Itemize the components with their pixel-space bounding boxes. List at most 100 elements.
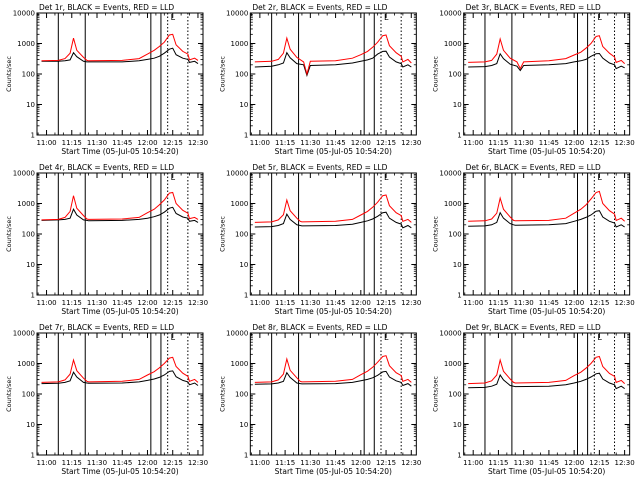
x-axis-label: Start Time (05-Jul-05 10:54:20) (275, 307, 392, 316)
corner-glyph: L (384, 13, 389, 22)
x-tick-label: 12:15 (163, 139, 183, 147)
series-line-events (41, 47, 199, 65)
y-axis-label: Counts/sec (5, 376, 13, 412)
chart-title: Det 6r, BLACK = Events, RED = LLD (466, 163, 601, 172)
x-tick-label: 12:15 (376, 139, 396, 147)
x-tick-label: 11:45 (112, 139, 132, 147)
x-axis-label: Start Time (05-Jul-05 10:54:20) (61, 147, 178, 156)
x-tick-label: 11:15 (62, 459, 82, 467)
x-tick-label: 11:45 (112, 299, 132, 307)
y-tick-label: 1 (457, 292, 461, 300)
series-line-events (254, 50, 412, 78)
x-tick-label: 12:15 (163, 299, 183, 307)
y-tick-label: 100 (22, 71, 35, 79)
x-axis-label: Start Time (05-Jul-05 10:54:20) (61, 307, 178, 316)
y-axis-label: Counts/sec (5, 216, 13, 252)
series-line-events (468, 52, 625, 72)
corner-glyph: L (384, 173, 389, 182)
plot-frame (463, 12, 631, 136)
x-tick-label: 11:30 (87, 299, 107, 307)
y-tick-label: 100 (22, 231, 35, 239)
y-tick-label: 1000 (231, 40, 249, 48)
series-line-lld (254, 194, 412, 223)
x-tick-label: 12:00 (137, 299, 157, 307)
x-tick-label: 11:00 (36, 299, 56, 307)
x-tick-label: 12:30 (615, 299, 635, 307)
series-line-events (468, 210, 625, 228)
x-tick-label: 11:00 (463, 299, 483, 307)
y-tick-label: 100 (448, 391, 461, 399)
x-tick-label: 11:00 (36, 139, 56, 147)
chart-panel-1: Det 1r, BLACK = Events, RED = LLD 1 10 100 1… (5, 3, 208, 156)
x-tick-label: 11:30 (514, 139, 534, 147)
y-tick-label: 10 (239, 421, 248, 429)
x-tick-label: 12:00 (137, 139, 157, 147)
y-tick-label: 1 (457, 452, 461, 460)
x-tick-label: 11:15 (488, 459, 508, 467)
y-axis-label: Counts/sec (218, 56, 226, 92)
plot-frame (249, 332, 417, 456)
corner-glyph: L (597, 173, 602, 182)
x-tick-label: 12:00 (351, 139, 371, 147)
series-line-lld (254, 34, 412, 76)
y-tick-label: 10 (239, 261, 248, 269)
corner-glyph: L (171, 13, 176, 22)
y-tick-label: 100 (448, 231, 461, 239)
x-tick-label: 11:00 (250, 459, 270, 467)
x-tick-label: 12:30 (188, 459, 208, 467)
x-tick-label: 11:00 (463, 139, 483, 147)
chart-panel-3: Det 3r, BLACK = Events, RED = LLD 1 10 100 1… (432, 3, 635, 156)
x-tick-label: 11:00 (36, 459, 56, 467)
plot-frame (463, 172, 631, 296)
x-tick-label: 11:30 (514, 459, 534, 467)
chart-panel-2: Det 2r, BLACK = Events, RED = LLD 1 10 100 1… (218, 3, 421, 156)
corner-glyph: L (597, 333, 602, 342)
y-tick-label: 1 (31, 132, 35, 140)
x-tick-label: 12:00 (351, 459, 371, 467)
x-axis-label: Start Time (05-Jul-05 10:54:20) (275, 147, 392, 156)
x-tick-label: 11:30 (87, 139, 107, 147)
series-line-lld (468, 355, 626, 385)
y-tick-label: 1000 (17, 200, 35, 208)
chart-panel-9: Det 9r, BLACK = Events, RED = LLD 1 10 100 1… (432, 323, 635, 476)
chart-title: Det 4r, BLACK = Events, RED = LLD (39, 163, 174, 172)
x-tick-label: 11:45 (325, 139, 345, 147)
chart-title: Det 7r, BLACK = Events, RED = LLD (39, 323, 174, 332)
x-tick-label: 11:15 (275, 459, 295, 467)
x-tick-label: 11:15 (275, 299, 295, 307)
x-tick-label: 12:30 (615, 459, 635, 467)
y-tick-label: 100 (235, 71, 248, 79)
x-tick-label: 11:45 (539, 459, 559, 467)
x-tick-label: 12:30 (401, 299, 421, 307)
chart-panel-4: Det 4r, BLACK = Events, RED = LLD 1 10 100 1… (5, 163, 208, 316)
x-tick-label: 11:30 (300, 459, 320, 467)
y-tick-label: 1000 (444, 360, 462, 368)
corner-glyph: L (384, 333, 389, 342)
x-tick-label: 12:15 (589, 459, 609, 467)
series-line-lld (254, 355, 412, 383)
chart-title: Det 2r, BLACK = Events, RED = LLD (252, 3, 387, 12)
corner-glyph: L (171, 333, 176, 342)
x-tick-label: 11:15 (275, 139, 295, 147)
x-tick-label: 11:15 (488, 139, 508, 147)
x-axis-label: Start Time (05-Jul-05 10:54:20) (488, 147, 605, 156)
x-tick-label: 11:30 (300, 139, 320, 147)
y-tick-label: 10000 (226, 10, 248, 18)
chart-panel-8: Det 8r, BLACK = Events, RED = LLD 1 10 100 1… (218, 323, 421, 476)
y-tick-label: 10000 (13, 10, 35, 18)
y-tick-label: 10000 (226, 330, 248, 338)
plot-frame (36, 12, 204, 136)
x-tick-label: 11:45 (325, 459, 345, 467)
series-line-lld (41, 356, 199, 383)
y-tick-label: 10 (453, 101, 462, 109)
x-tick-label: 12:30 (188, 139, 208, 147)
y-tick-label: 10000 (439, 330, 461, 338)
x-tick-label: 11:00 (250, 139, 270, 147)
plot-frame (36, 172, 204, 296)
x-tick-label: 12:00 (564, 459, 584, 467)
plot-frame (249, 12, 417, 136)
x-tick-label: 12:30 (615, 139, 635, 147)
y-tick-label: 10 (26, 421, 35, 429)
